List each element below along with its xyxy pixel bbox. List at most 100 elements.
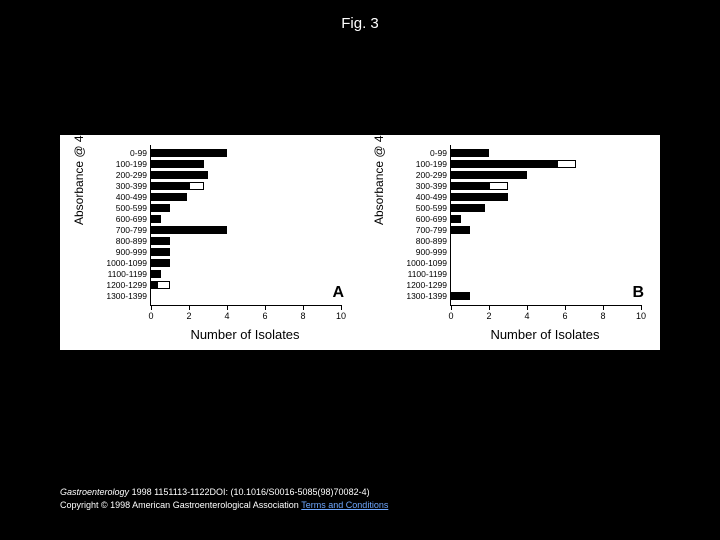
bar xyxy=(151,160,204,168)
bar-row: 500-599 xyxy=(451,203,641,214)
bar xyxy=(451,292,470,300)
xtick-label: 8 xyxy=(300,311,305,321)
bar xyxy=(451,226,470,234)
bar xyxy=(451,149,489,157)
xtick-label: 6 xyxy=(262,311,267,321)
bar-row: 300-399 xyxy=(151,181,341,192)
ytick-label: 700-799 xyxy=(416,225,447,236)
bar-row: 800-899 xyxy=(451,236,641,247)
bar-row: 1000-1099 xyxy=(451,258,641,269)
bar xyxy=(151,204,170,212)
ytick-label: 1100-1199 xyxy=(108,269,147,280)
xtick-label: 2 xyxy=(486,311,491,321)
bar-row: 1100-1199 xyxy=(451,269,641,280)
bar xyxy=(151,270,161,278)
bar-row: 1200-1299 xyxy=(151,280,341,291)
ytick-label: 1100-1199 xyxy=(408,269,447,280)
bar-row: 800-899 xyxy=(151,236,341,247)
bar xyxy=(451,171,527,179)
terms-link[interactable]: Terms and Conditions xyxy=(301,500,388,510)
panel-letter-a: A xyxy=(332,284,344,302)
bar-row: 600-699 xyxy=(451,214,641,225)
citation-journal: Gastroenterology xyxy=(60,487,129,497)
bar-row: 400-499 xyxy=(151,192,341,203)
xtick-label: 10 xyxy=(336,311,346,321)
plot-b: 0-99100-199200-299300-399400-499500-5996… xyxy=(450,145,641,306)
ytick-label: 1300-1399 xyxy=(406,291,447,302)
bar-row: 1000-1099 xyxy=(151,258,341,269)
xtick-label: 6 xyxy=(562,311,567,321)
xtick-label: 0 xyxy=(148,311,153,321)
bar-row: 1300-1399 xyxy=(451,291,641,302)
bar xyxy=(151,149,227,157)
ytick-label: 300-399 xyxy=(416,181,447,192)
ytick-label: 1300-1399 xyxy=(106,291,147,302)
ytick-label: 100-199 xyxy=(416,159,447,170)
figure-title: Fig. 3 xyxy=(0,15,720,32)
xtick xyxy=(527,305,528,310)
bar-row: 200-299 xyxy=(451,170,641,181)
bar-overlay xyxy=(489,182,508,190)
xtick-label: 0 xyxy=(448,311,453,321)
panel-a: Absorbance @ 405 nm 0-99100-199200-29930… xyxy=(60,135,360,350)
ytick-label: 800-899 xyxy=(416,236,447,247)
ytick-label: 900-999 xyxy=(416,247,447,258)
bar xyxy=(151,237,170,245)
ytick-label: 1000-1099 xyxy=(406,258,447,269)
xtick-label: 8 xyxy=(600,311,605,321)
ytick-label: 700-799 xyxy=(116,225,147,236)
bar xyxy=(151,226,227,234)
panel-letter-b: B xyxy=(632,284,644,302)
bar-row: 300-399 xyxy=(451,181,641,192)
bar-row: 700-799 xyxy=(451,225,641,236)
ytick-label: 400-499 xyxy=(416,192,447,203)
bar xyxy=(151,248,170,256)
bar xyxy=(451,215,461,223)
bar-row: 900-999 xyxy=(151,247,341,258)
xtick xyxy=(151,305,152,310)
bar-overlay xyxy=(157,281,170,289)
ytick-label: 1000-1099 xyxy=(106,258,147,269)
panel-b: Absorbance @ 405 nm 0-99100-199200-29930… xyxy=(360,135,660,350)
ytick-label: 0-99 xyxy=(130,148,147,159)
x-axis-label: Number of Isolates xyxy=(450,327,640,342)
bar-row: 1300-1399 xyxy=(151,291,341,302)
xtick-label: 10 xyxy=(636,311,646,321)
bar-row: 700-799 xyxy=(151,225,341,236)
ytick-label: 1200-1299 xyxy=(406,280,447,291)
bar-overlay xyxy=(189,182,204,190)
citation-details: 1998 1151113-1122DOI: (10.1016/S0016-508… xyxy=(132,487,370,497)
bar-row: 100-199 xyxy=(151,159,341,170)
ytick-label: 300-399 xyxy=(116,181,147,192)
xtick-label: 4 xyxy=(524,311,529,321)
y-axis-label: Absorbance @ 405 nm xyxy=(372,102,386,225)
bar-row: 0-99 xyxy=(151,148,341,159)
bar-row: 400-499 xyxy=(451,192,641,203)
xtick xyxy=(641,305,642,310)
xtick xyxy=(565,305,566,310)
y-axis-label: Absorbance @ 405 nm xyxy=(72,102,86,225)
xtick xyxy=(303,305,304,310)
ytick-label: 500-599 xyxy=(416,203,447,214)
ytick-label: 200-299 xyxy=(416,170,447,181)
ytick-label: 500-599 xyxy=(116,203,147,214)
bar-row: 1200-1299 xyxy=(451,280,641,291)
xtick-label: 4 xyxy=(224,311,229,321)
ytick-label: 600-699 xyxy=(116,214,147,225)
xtick xyxy=(227,305,228,310)
ytick-label: 0-99 xyxy=(430,148,447,159)
ytick-label: 400-499 xyxy=(116,192,147,203)
bar-row: 900-999 xyxy=(451,247,641,258)
bar xyxy=(151,171,208,179)
xtick xyxy=(451,305,452,310)
bar xyxy=(151,259,170,267)
x-axis-label: Number of Isolates xyxy=(150,327,340,342)
ytick-label: 900-999 xyxy=(116,247,147,258)
bar-overlay xyxy=(557,160,576,168)
bar-row: 1100-1199 xyxy=(151,269,341,280)
ytick-label: 200-299 xyxy=(116,170,147,181)
figure-area: Absorbance @ 405 nm 0-99100-199200-29930… xyxy=(60,135,660,350)
bar-row: 200-299 xyxy=(151,170,341,181)
ytick-label: 600-699 xyxy=(416,214,447,225)
plot-a: 0-99100-199200-299300-399400-499500-5996… xyxy=(150,145,341,306)
